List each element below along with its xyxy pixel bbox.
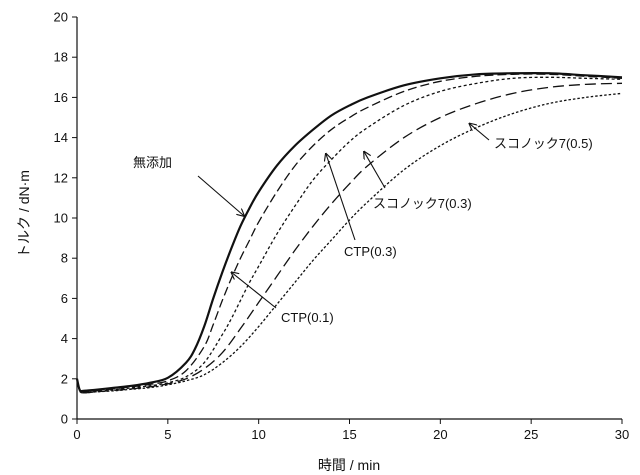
series-line-4 xyxy=(76,82,623,394)
y-tick-label: 20 xyxy=(54,10,68,25)
y-tick-label: 0 xyxy=(61,412,68,427)
y-tick-label: 10 xyxy=(54,211,68,226)
annotation-arrow xyxy=(364,152,386,189)
x-tick-label: 30 xyxy=(615,427,629,442)
annotation-arrow xyxy=(231,272,277,309)
x-tick-label: 20 xyxy=(433,427,447,442)
annotation-label: スコノック7(0.3) xyxy=(373,196,472,211)
y-axis-title: トルク / dN·m xyxy=(16,170,32,258)
x-tick-label: 0 xyxy=(73,427,80,442)
y-tick-label: 18 xyxy=(54,50,68,65)
x-tick-label: 15 xyxy=(342,427,356,442)
y-tick-label: 14 xyxy=(54,130,68,145)
annotation-label: CTP(0.1) xyxy=(281,310,334,325)
x-tick-label: 25 xyxy=(524,427,538,442)
y-tick-label: 4 xyxy=(61,331,68,346)
annotation-arrow xyxy=(326,154,356,241)
series-line-5 xyxy=(76,92,623,394)
series-layer xyxy=(75,71,623,394)
x-axis-title: 時間 / min xyxy=(318,457,380,473)
series-line-3 xyxy=(76,76,623,394)
annotation-label: 無添加 xyxy=(133,155,172,170)
annotation-label: CTP(0.3) xyxy=(344,244,397,259)
y-tick-label: 6 xyxy=(61,291,68,306)
y-tick-label: 2 xyxy=(61,371,68,386)
annotation-arrow xyxy=(197,175,244,216)
series-line-2 xyxy=(76,73,623,393)
annotation-layer: 無添加 CTP(0.1) CTP(0.3) スコノック7(0.3) スコノック7(0.5… xyxy=(133,124,593,325)
series-line-1 xyxy=(75,71,623,393)
annotation-label: スコノック7(0.5) xyxy=(494,136,593,151)
y-tick-label: 8 xyxy=(61,251,68,266)
x-tick-label: 10 xyxy=(251,427,265,442)
y-tick-label: 16 xyxy=(54,90,68,105)
y-tick-label: 12 xyxy=(54,170,68,185)
axes: 0 2 4 6 8 10 12 14 16 18 20 0 5 10 15 20 25 30 xyxy=(54,10,630,443)
x-tick-label: 5 xyxy=(164,427,171,442)
annotation-arrow xyxy=(469,124,490,141)
